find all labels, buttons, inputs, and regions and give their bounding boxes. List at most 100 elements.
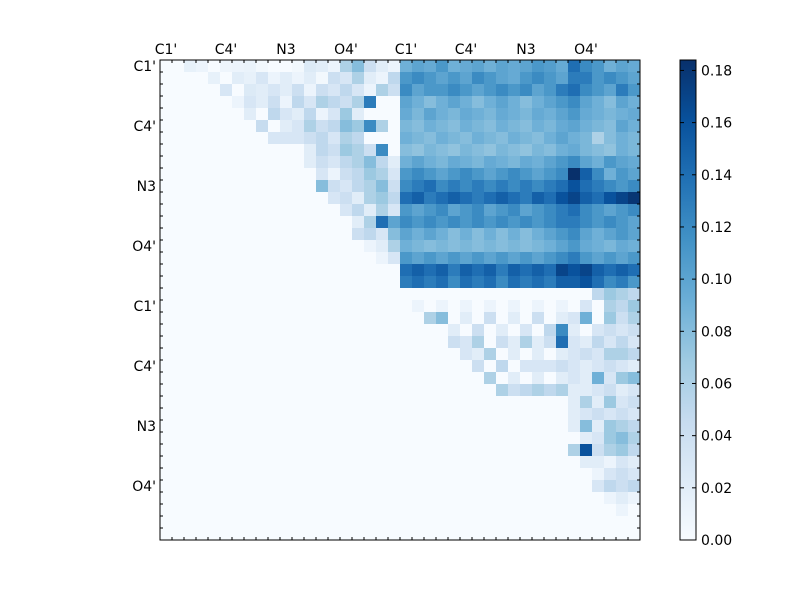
heatmap-cell [604,276,617,289]
heatmap-cell [412,312,425,325]
heatmap-cell [208,276,221,289]
heatmap-cell [376,396,389,409]
y-tick-label: C1' [133,59,156,75]
heatmap-cell [244,168,257,181]
heatmap-cell [496,144,509,157]
heatmap-cell [244,528,257,541]
heatmap-cell [508,444,521,457]
heatmap-cell [184,84,197,97]
heatmap-cell [544,144,557,157]
heatmap-cell [604,432,617,445]
heatmap-cell [304,528,317,541]
heatmap-cell [508,264,521,277]
heatmap-cell [580,372,593,385]
heatmap-cell [580,360,593,373]
heatmap-cell [328,72,341,85]
heatmap-cell [484,252,497,265]
heatmap-cell [232,336,245,349]
heatmap-cell [616,144,629,157]
heatmap-cell [268,324,281,337]
heatmap-cell [304,156,317,169]
heatmap-cell [340,492,353,505]
heatmap-cell [604,144,617,157]
heatmap-cell [448,252,461,265]
heatmap-cell [232,120,245,133]
heatmap-cell [556,432,569,445]
heatmap-cell [184,252,197,265]
heatmap-cell [544,108,557,121]
heatmap-cell [160,420,173,433]
heatmap-cell [424,372,437,385]
heatmap-cell [220,252,233,265]
heatmap-cell [544,516,557,529]
heatmap-cell [244,96,257,109]
heatmap-cell [196,108,209,121]
heatmap-cell [520,180,533,193]
heatmap-cell [292,276,305,289]
heatmap-cell [460,528,473,541]
heatmap-cell [352,300,365,313]
heatmap-cell [280,468,293,481]
heatmap-cell [400,300,413,313]
heatmap-cell [184,504,197,517]
heatmap-cell [496,192,509,205]
heatmap-cell [364,396,377,409]
heatmap-cell [172,396,185,409]
heatmap-cell [448,204,461,217]
heatmap-cell [256,324,269,337]
heatmap-cell [208,384,221,397]
heatmap-cell [388,156,401,169]
heatmap-cell [472,288,485,301]
heatmap-cell [460,84,473,97]
heatmap-cell [628,156,641,169]
heatmap-cell [436,108,449,121]
heatmap-cell [328,480,341,493]
heatmap-cell [376,216,389,229]
heatmap-cell [436,420,449,433]
heatmap-cell [364,372,377,385]
heatmap-cell [244,144,257,157]
heatmap-cell [448,432,461,445]
heatmap-cell [292,492,305,505]
heatmap-cell [352,288,365,301]
heatmap-cell [472,360,485,373]
heatmap-cell [208,348,221,361]
heatmap-cell [160,516,173,529]
heatmap-cell [220,228,233,241]
heatmap-cell [472,252,485,265]
heatmap-cell [160,492,173,505]
heatmap-cell [496,72,509,85]
heatmap-cell [220,468,233,481]
heatmap-cell [352,336,365,349]
heatmap-cell [280,312,293,325]
heatmap-cell [256,72,269,85]
heatmap-cell [160,240,173,253]
heatmap-cell [496,228,509,241]
heatmap-cell [628,432,641,445]
heatmap-cell [160,156,173,169]
heatmap-cell [448,168,461,181]
heatmap-cell [280,192,293,205]
heatmap-cell [196,516,209,529]
heatmap-cell [244,396,257,409]
heatmap-cell [508,492,521,505]
heatmap-cell [172,528,185,541]
heatmap-cell [580,156,593,169]
heatmap-cell [496,348,509,361]
heatmap-cell [472,336,485,349]
heatmap-cell [292,168,305,181]
heatmap-cell [436,396,449,409]
heatmap-cell [292,516,305,529]
heatmap-cell [628,96,641,109]
heatmap-cell [484,204,497,217]
heatmap-cell [196,228,209,241]
heatmap-cell [412,444,425,457]
heatmap-cell [628,216,641,229]
heatmap-cell [364,384,377,397]
heatmap-cell [172,84,185,97]
heatmap-cell [556,204,569,217]
heatmap-cell [376,240,389,253]
heatmap-cell [424,480,437,493]
heatmap-cell [376,408,389,421]
heatmap-cell [280,96,293,109]
